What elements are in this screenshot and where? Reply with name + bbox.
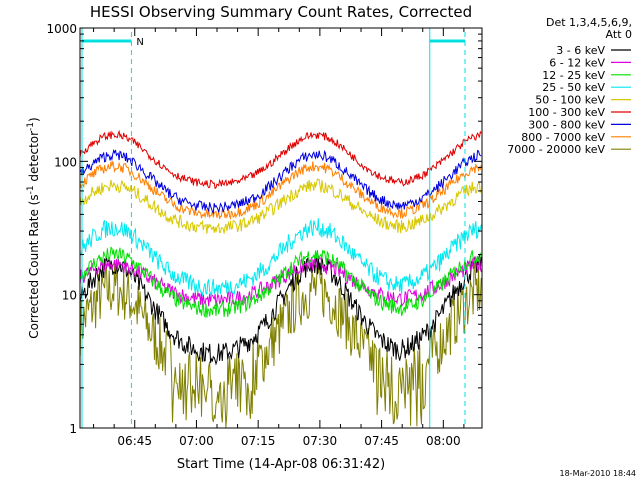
y-axis-label-exp1: -1 bbox=[26, 185, 36, 194]
x-tick-label: 07:15 bbox=[241, 434, 276, 448]
y-tick-label: 10 bbox=[62, 289, 77, 303]
y-axis-label-end: ) bbox=[27, 117, 41, 122]
y-tick-label: 100 bbox=[54, 155, 77, 169]
y-axis-label-exp2: -1 bbox=[26, 122, 36, 131]
legend-label: 100 - 300 keV bbox=[528, 106, 605, 119]
legend-label: 12 - 25 keV bbox=[542, 69, 605, 82]
legend-label: 800 - 7000 keV bbox=[521, 131, 605, 144]
legend-header-line2: Att 0 bbox=[606, 28, 632, 41]
x-tick-label: 07:00 bbox=[179, 434, 214, 448]
legend-label: 25 - 50 keV bbox=[542, 81, 605, 94]
legend-label: 7000 - 20000 keV bbox=[507, 143, 605, 156]
x-axis-label: Start Time (14-Apr-08 06:31:42) bbox=[177, 457, 385, 472]
series-line bbox=[80, 261, 482, 428]
data-layer bbox=[80, 129, 482, 428]
legend-label: 6 - 12 keV bbox=[549, 56, 605, 69]
y-axis-label-main: Corrected Count Rate (s bbox=[27, 194, 41, 338]
legend-header-line1: Det 1,3,4,5,6,9, bbox=[546, 16, 632, 29]
series-line bbox=[80, 178, 482, 234]
series-line bbox=[80, 246, 482, 319]
plot-frame bbox=[79, 27, 483, 429]
legend-label: 50 - 100 keV bbox=[535, 94, 605, 107]
series-line bbox=[80, 129, 482, 190]
timestamp: 18-Mar-2010 18:44 bbox=[560, 469, 637, 478]
legend-label: 300 - 800 keV bbox=[528, 118, 605, 131]
series-line bbox=[80, 148, 482, 215]
legend-label: 3 - 6 keV bbox=[556, 44, 605, 57]
x-tick-label: 06:45 bbox=[117, 434, 152, 448]
axes-layer: 1 10 100 1000 06:45 07:00 07:15 07:30 07:45 08:00 bbox=[46, 22, 482, 448]
chart-title: HESSI Observing Summary Count Rates, Cor… bbox=[90, 3, 472, 21]
x-tick-label: 08:00 bbox=[426, 434, 461, 448]
y-tick-label: 1 bbox=[69, 422, 77, 436]
x-tick-label: 07:30 bbox=[303, 434, 338, 448]
x-tick-label: 07:45 bbox=[364, 434, 399, 448]
series-line bbox=[80, 218, 482, 298]
flag-layer: N bbox=[81, 28, 466, 428]
y-tick-label: 1000 bbox=[46, 22, 77, 36]
y-axis-label-mid: detector bbox=[27, 131, 41, 186]
series-line bbox=[80, 254, 482, 366]
series-line bbox=[80, 161, 482, 221]
y-axis-label: Corrected Count Rate (s-1 detector-1) bbox=[26, 117, 41, 338]
night-flag-label: N bbox=[136, 37, 143, 48]
